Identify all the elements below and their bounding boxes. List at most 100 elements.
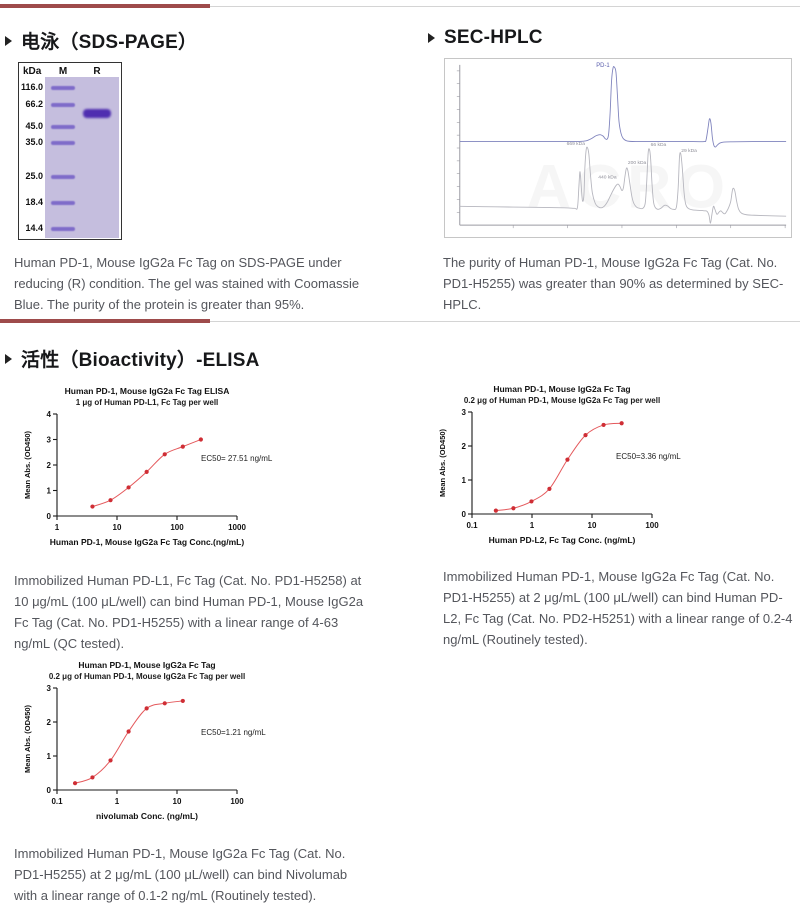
chart-subtitle: 0.2 μg of Human PD-1, Mouse IgG2a Fc Tag…: [464, 396, 660, 405]
x-tick-label: 1000: [228, 523, 246, 532]
hplc-section-title: SEC-HPLC: [444, 27, 543, 48]
gel-marker-label: 66.2: [25, 99, 43, 109]
chart-title: Human PD-1, Mouse IgG2a Fc Tag: [78, 660, 215, 670]
y-tick-label: 3: [47, 684, 52, 693]
gel-marker-band: [51, 86, 75, 90]
x-axis-label: Human PD-1, Mouse IgG2a Fc Tag Conc.(ng/…: [50, 537, 245, 547]
x-tick-label: 10: [173, 797, 182, 806]
gel-sample-band: [83, 108, 111, 118]
section-header-sec-hplc[interactable]: SEC-HPLC: [428, 27, 543, 49]
hplc-peak-label: 66 kDa: [651, 142, 667, 148]
gel-marker-label: 116.0: [20, 82, 43, 92]
hplc-axes: [456, 64, 787, 229]
gel-marker-label: 14.4: [25, 223, 43, 233]
triangle-bullet-icon: [5, 35, 12, 46]
chart-axes: [468, 411, 653, 518]
hplc-peak-label: PD-1: [596, 63, 610, 69]
hplc-peak-label: 29 kDa: [681, 148, 697, 154]
chart-title: Human PD-1, Mouse IgG2a Fc Tag ELISA: [65, 386, 230, 396]
hplc-peak-label: 200 kDa: [628, 160, 647, 166]
x-tick-label: 0.1: [51, 797, 63, 806]
triangle-bullet-icon: [5, 353, 12, 364]
elisa-caption-1: Immobilized Human PD-L1, Fc Tag (Cat. No…: [14, 573, 364, 651]
ec50-annotation: EC50= 27.51 ng/mL: [201, 454, 273, 463]
elisa-chart-pd1-binds-pdl1: Human PD-1, Mouse IgG2a Fc Tag ELISA 1 μg…: [21, 384, 281, 556]
x-tick-label: 1: [55, 523, 60, 532]
y-tick-label: 2: [47, 461, 52, 470]
gel-marker-band: [51, 141, 75, 145]
gel-marker-label: 25.0: [25, 171, 43, 181]
y-tick-label: 3: [462, 408, 467, 417]
top-divider-accent: [0, 4, 210, 8]
x-tick-label: 1: [115, 797, 120, 806]
x-tick-label: 100: [230, 797, 244, 806]
sec-hplc-chromatogram: ACRO PD-1 669 kDa 440 kDa 200 kDa 66 kDa 29 kD…: [444, 58, 792, 238]
x-tick-label: 100: [645, 521, 659, 530]
gel-marker-label: 35.0: [25, 137, 43, 147]
x-tick-label: 0.1: [466, 521, 478, 530]
gel-marker-band: [51, 125, 75, 129]
gel-marker-label: 45.0: [25, 121, 43, 131]
elisa-caption-2: Immobilized Human PD-1, Mouse IgG2a Fc T…: [443, 569, 793, 647]
hplc-peak-label: 669 kDa: [567, 141, 586, 147]
sds-page-gel-image: kDa M R 116.0 66.2 45.0 35.0 25.0 18.4 14.4: [18, 62, 122, 240]
x-tick-label: 1: [530, 521, 535, 530]
y-tick-label: 1: [462, 476, 467, 485]
elisa-caption-3: Immobilized Human PD-1, Mouse IgG2a Fc T…: [14, 846, 348, 903]
x-axis-label: nivolumab Conc. (ng/mL): [96, 811, 198, 821]
elisa-chart-pdl2-binds-pd1: Human PD-1, Mouse IgG2a Fc Tag 0.2 μg of …: [436, 382, 716, 554]
y-tick-label: 1: [47, 486, 52, 495]
y-tick-label: 2: [47, 718, 52, 727]
ec50-annotation: EC50=1.21 ng/mL: [201, 728, 266, 737]
triangle-bullet-icon: [428, 33, 435, 43]
y-tick-label: 0: [47, 512, 52, 521]
data-points: [493, 421, 624, 513]
gel-marker-band: [51, 227, 75, 231]
y-tick-label: 2: [462, 442, 467, 451]
sds-caption: Human PD-1, Mouse IgG2a Fc Tag on SDS-PA…: [14, 255, 360, 312]
gel-lane-area: [45, 77, 119, 238]
y-axis-label: Mean Abs. (OD450): [23, 430, 32, 499]
gel-marker-band: [51, 175, 75, 179]
data-points: [72, 698, 185, 786]
section-header-bioactivity-elisa[interactable]: 活性（Bioactivity）-ELISA: [5, 345, 260, 372]
gel-marker-band: [51, 103, 75, 107]
x-axis-label: Human PD-L2, Fc Tag Conc. (ng/mL): [489, 535, 636, 545]
chart-subtitle: 1 μg of Human PD-L1, Fc Tag per well: [76, 398, 219, 407]
x-tick-label: 10: [588, 521, 597, 530]
x-tick-label: 10: [113, 523, 122, 532]
y-axis-label: Mean Abs. (OD450): [23, 704, 32, 773]
chart-axes: [53, 687, 238, 794]
top-divider: [0, 6, 800, 7]
y-tick-label: 1: [47, 752, 52, 761]
hplc-caption: The purity of Human PD-1, Mouse IgG2a Fc…: [443, 255, 784, 312]
y-tick-label: 0: [47, 786, 52, 795]
chart-title: Human PD-1, Mouse IgG2a Fc Tag: [493, 384, 630, 394]
y-tick-label: 3: [47, 435, 52, 444]
gel-unit-header: kDa: [23, 66, 42, 77]
elisa-chart-nivolumab-binds-pd1: Human PD-1, Mouse IgG2a Fc Tag 0.2 μg of …: [21, 658, 281, 830]
gel-marker-band: [51, 201, 75, 205]
y-tick-label: 4: [47, 410, 52, 419]
x-tick-label: 100: [170, 523, 184, 532]
gel-lane-header-r: R: [93, 66, 101, 77]
data-points: [90, 437, 203, 509]
dose-response-curve: [495, 422, 622, 512]
y-axis-label: Mean Abs. (OD450): [438, 428, 447, 497]
hplc-peak-label: 440 kDa: [598, 175, 617, 181]
ec50-annotation: EC50=3.36 ng/mL: [616, 452, 681, 461]
hplc-sample-trace: [459, 66, 787, 148]
mid-divider-accent: [0, 319, 210, 323]
chart-subtitle: 0.2 μg of Human PD-1, Mouse IgG2a Fc Tag…: [49, 672, 245, 681]
chart-axes: [53, 413, 238, 520]
y-tick-label: 0: [462, 510, 467, 519]
section-header-sds-page[interactable]: 电泳（SDS-PAGE）: [5, 27, 197, 54]
sds-section-title: 电泳（SDS-PAGE）: [21, 32, 198, 53]
dose-response-curve: [74, 700, 183, 784]
gel-marker-label: 18.4: [25, 197, 43, 207]
elisa-section-title: 活性（Bioactivity）-ELISA: [21, 350, 260, 371]
hplc-standards-trace: [459, 146, 787, 224]
gel-lane-header-m: M: [58, 66, 68, 77]
mid-divider: [0, 321, 800, 322]
